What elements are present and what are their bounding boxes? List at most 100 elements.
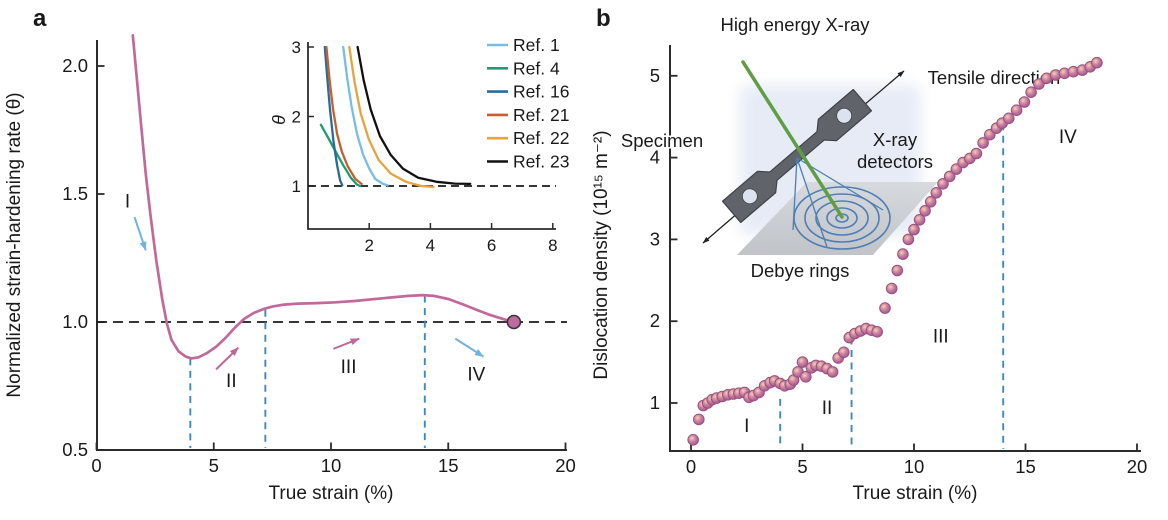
x-tick-label: 20 bbox=[1127, 456, 1148, 477]
panel-a-x-axis-title: True strain (%) bbox=[269, 483, 394, 504]
region-label-i: I bbox=[744, 416, 749, 437]
scatter-point bbox=[1010, 104, 1023, 116]
scatter-point bbox=[1018, 96, 1031, 108]
specimen-hole bbox=[836, 107, 853, 124]
curve-end-point bbox=[506, 314, 522, 330]
x-tick-label: 15 bbox=[1015, 456, 1036, 477]
panel-a-y-axis-title: Normalized strain-hardening rate (θ) bbox=[4, 92, 25, 397]
scatter-point bbox=[970, 147, 983, 160]
panel-a: a 0 5 10 15 20 0.5 1.0 1.5 2.0 True strain (%) Norm… bbox=[4, 5, 576, 504]
scatter-point bbox=[800, 371, 812, 383]
x-tick-label: 20 bbox=[555, 455, 576, 476]
x-tick-label: 15 bbox=[438, 455, 459, 476]
xray-beam bbox=[741, 60, 844, 219]
scatter-point bbox=[693, 413, 705, 426]
scatter-point bbox=[796, 356, 809, 368]
stage-trend-arrow bbox=[454, 337, 484, 358]
region-label-iii: III bbox=[933, 327, 949, 348]
scattered-beam-line bbox=[792, 157, 798, 231]
inset-x-tick-label: 6 bbox=[487, 236, 496, 255]
region-label-ii: II bbox=[822, 398, 833, 419]
y-tick-label: 5 bbox=[650, 65, 660, 86]
y-tick-label: 0.5 bbox=[62, 439, 88, 460]
scatter-point bbox=[930, 187, 943, 199]
scatter-point bbox=[1003, 112, 1015, 125]
inset-y-axis-title: θ bbox=[269, 115, 289, 125]
strain-hardening-curve bbox=[131, 33, 516, 360]
legend-item-label: Ref. 16 bbox=[513, 82, 569, 102]
panel-b-plot: b 0 5 10 15 20 1 2 3 4 5 True strain (%) Dislocation… bbox=[591, 5, 1147, 504]
scatter-point bbox=[943, 170, 956, 183]
scatter-point bbox=[838, 346, 850, 359]
legend-item-label: Ref. 4 bbox=[513, 58, 560, 78]
panel-a-plot: a 0 5 10 15 20 0.5 1.0 1.5 2.0 True strain (%) Norm… bbox=[4, 5, 576, 504]
specimen bbox=[721, 88, 873, 224]
legend-item-label: Ref. 22 bbox=[513, 128, 569, 148]
scatter-point bbox=[885, 282, 898, 295]
scatter-point bbox=[897, 248, 909, 260]
y-tick-label: 1.5 bbox=[62, 183, 88, 204]
scatter-point bbox=[879, 302, 891, 314]
x-tick-label: 0 bbox=[686, 456, 696, 477]
scatter-point bbox=[919, 205, 931, 217]
scatter-point bbox=[913, 214, 926, 226]
x-tick-label: 5 bbox=[797, 456, 807, 477]
specimen-hole bbox=[741, 188, 758, 205]
detectors-label-line2: detectors bbox=[857, 151, 933, 172]
panel-a-letter: a bbox=[33, 5, 47, 32]
specimen-label: Specimen bbox=[621, 130, 703, 151]
scatter-point bbox=[1033, 78, 1045, 90]
x-tick-label: 10 bbox=[904, 456, 925, 477]
scatter-point bbox=[871, 326, 884, 338]
debye-ring bbox=[815, 200, 869, 236]
panel-b-letter: b bbox=[596, 5, 611, 32]
y-tick-label: 1 bbox=[650, 392, 660, 413]
x-tick-label: 0 bbox=[91, 455, 101, 476]
y-tick-label: 3 bbox=[650, 228, 660, 249]
panel-b: b 0 5 10 15 20 1 2 3 4 5 True strain (%) Dislocation… bbox=[591, 5, 1147, 504]
panel-b-x-axis-title: True strain (%) bbox=[853, 483, 978, 504]
scatter-point bbox=[937, 178, 949, 190]
scatter-point bbox=[826, 366, 839, 378]
y-tick-label: 4 bbox=[650, 147, 660, 168]
scatter-point bbox=[687, 434, 699, 446]
y-tick-label: 2 bbox=[650, 310, 660, 331]
detector-plate bbox=[737, 182, 938, 255]
inset-x-tick-label: 8 bbox=[548, 236, 557, 255]
scatter-point bbox=[891, 264, 904, 277]
region-label-iii: III bbox=[341, 357, 357, 378]
debye-ring bbox=[804, 193, 880, 243]
detectors-label-line1: X-ray bbox=[873, 129, 918, 150]
inset-curve-ref21 bbox=[325, 45, 363, 186]
y-tick-label: 2.0 bbox=[62, 55, 88, 76]
stage-trend-arrow bbox=[332, 337, 360, 350]
stage-trend-arrow bbox=[215, 346, 240, 371]
tensile-direction-label: Tensile direction bbox=[928, 67, 1061, 88]
x-tick-label: 5 bbox=[209, 455, 219, 476]
debye-ring bbox=[826, 207, 858, 229]
region-label-ii: II bbox=[226, 371, 237, 392]
scatter-point bbox=[1091, 56, 1103, 69]
specimen-body bbox=[721, 88, 873, 224]
region-label-iv: IV bbox=[1059, 127, 1077, 148]
inset-curve-ref16 bbox=[323, 45, 344, 187]
legend-item-label: Ref. 21 bbox=[513, 105, 569, 125]
beam-label: High energy X-ray bbox=[720, 14, 870, 35]
panel-b-axes bbox=[669, 45, 1141, 452]
inset-axes bbox=[307, 42, 556, 230]
experiment-diagram: High energy X-ray Tensile direction Specim… bbox=[619, 14, 1061, 281]
legend-item-label: Ref. 1 bbox=[513, 35, 560, 55]
inset-x-tick-label: 4 bbox=[426, 236, 435, 255]
inset-y-tick-label: 3 bbox=[292, 38, 301, 57]
inset-curve-ref4 bbox=[319, 123, 362, 188]
inset-y-tick-label: 2 bbox=[292, 108, 301, 127]
panel-b-y-axis-title: Dislocation density (10¹⁵ m⁻²) bbox=[591, 130, 612, 379]
region-label-i: I bbox=[125, 192, 130, 213]
inset-curve-ref1 bbox=[342, 45, 389, 187]
region-label-iv: IV bbox=[467, 364, 485, 385]
y-tick-label: 1.0 bbox=[62, 311, 88, 332]
scatter-point bbox=[902, 233, 915, 246]
inset-curve-ref23 bbox=[356, 45, 472, 186]
scatter-point bbox=[908, 223, 920, 236]
